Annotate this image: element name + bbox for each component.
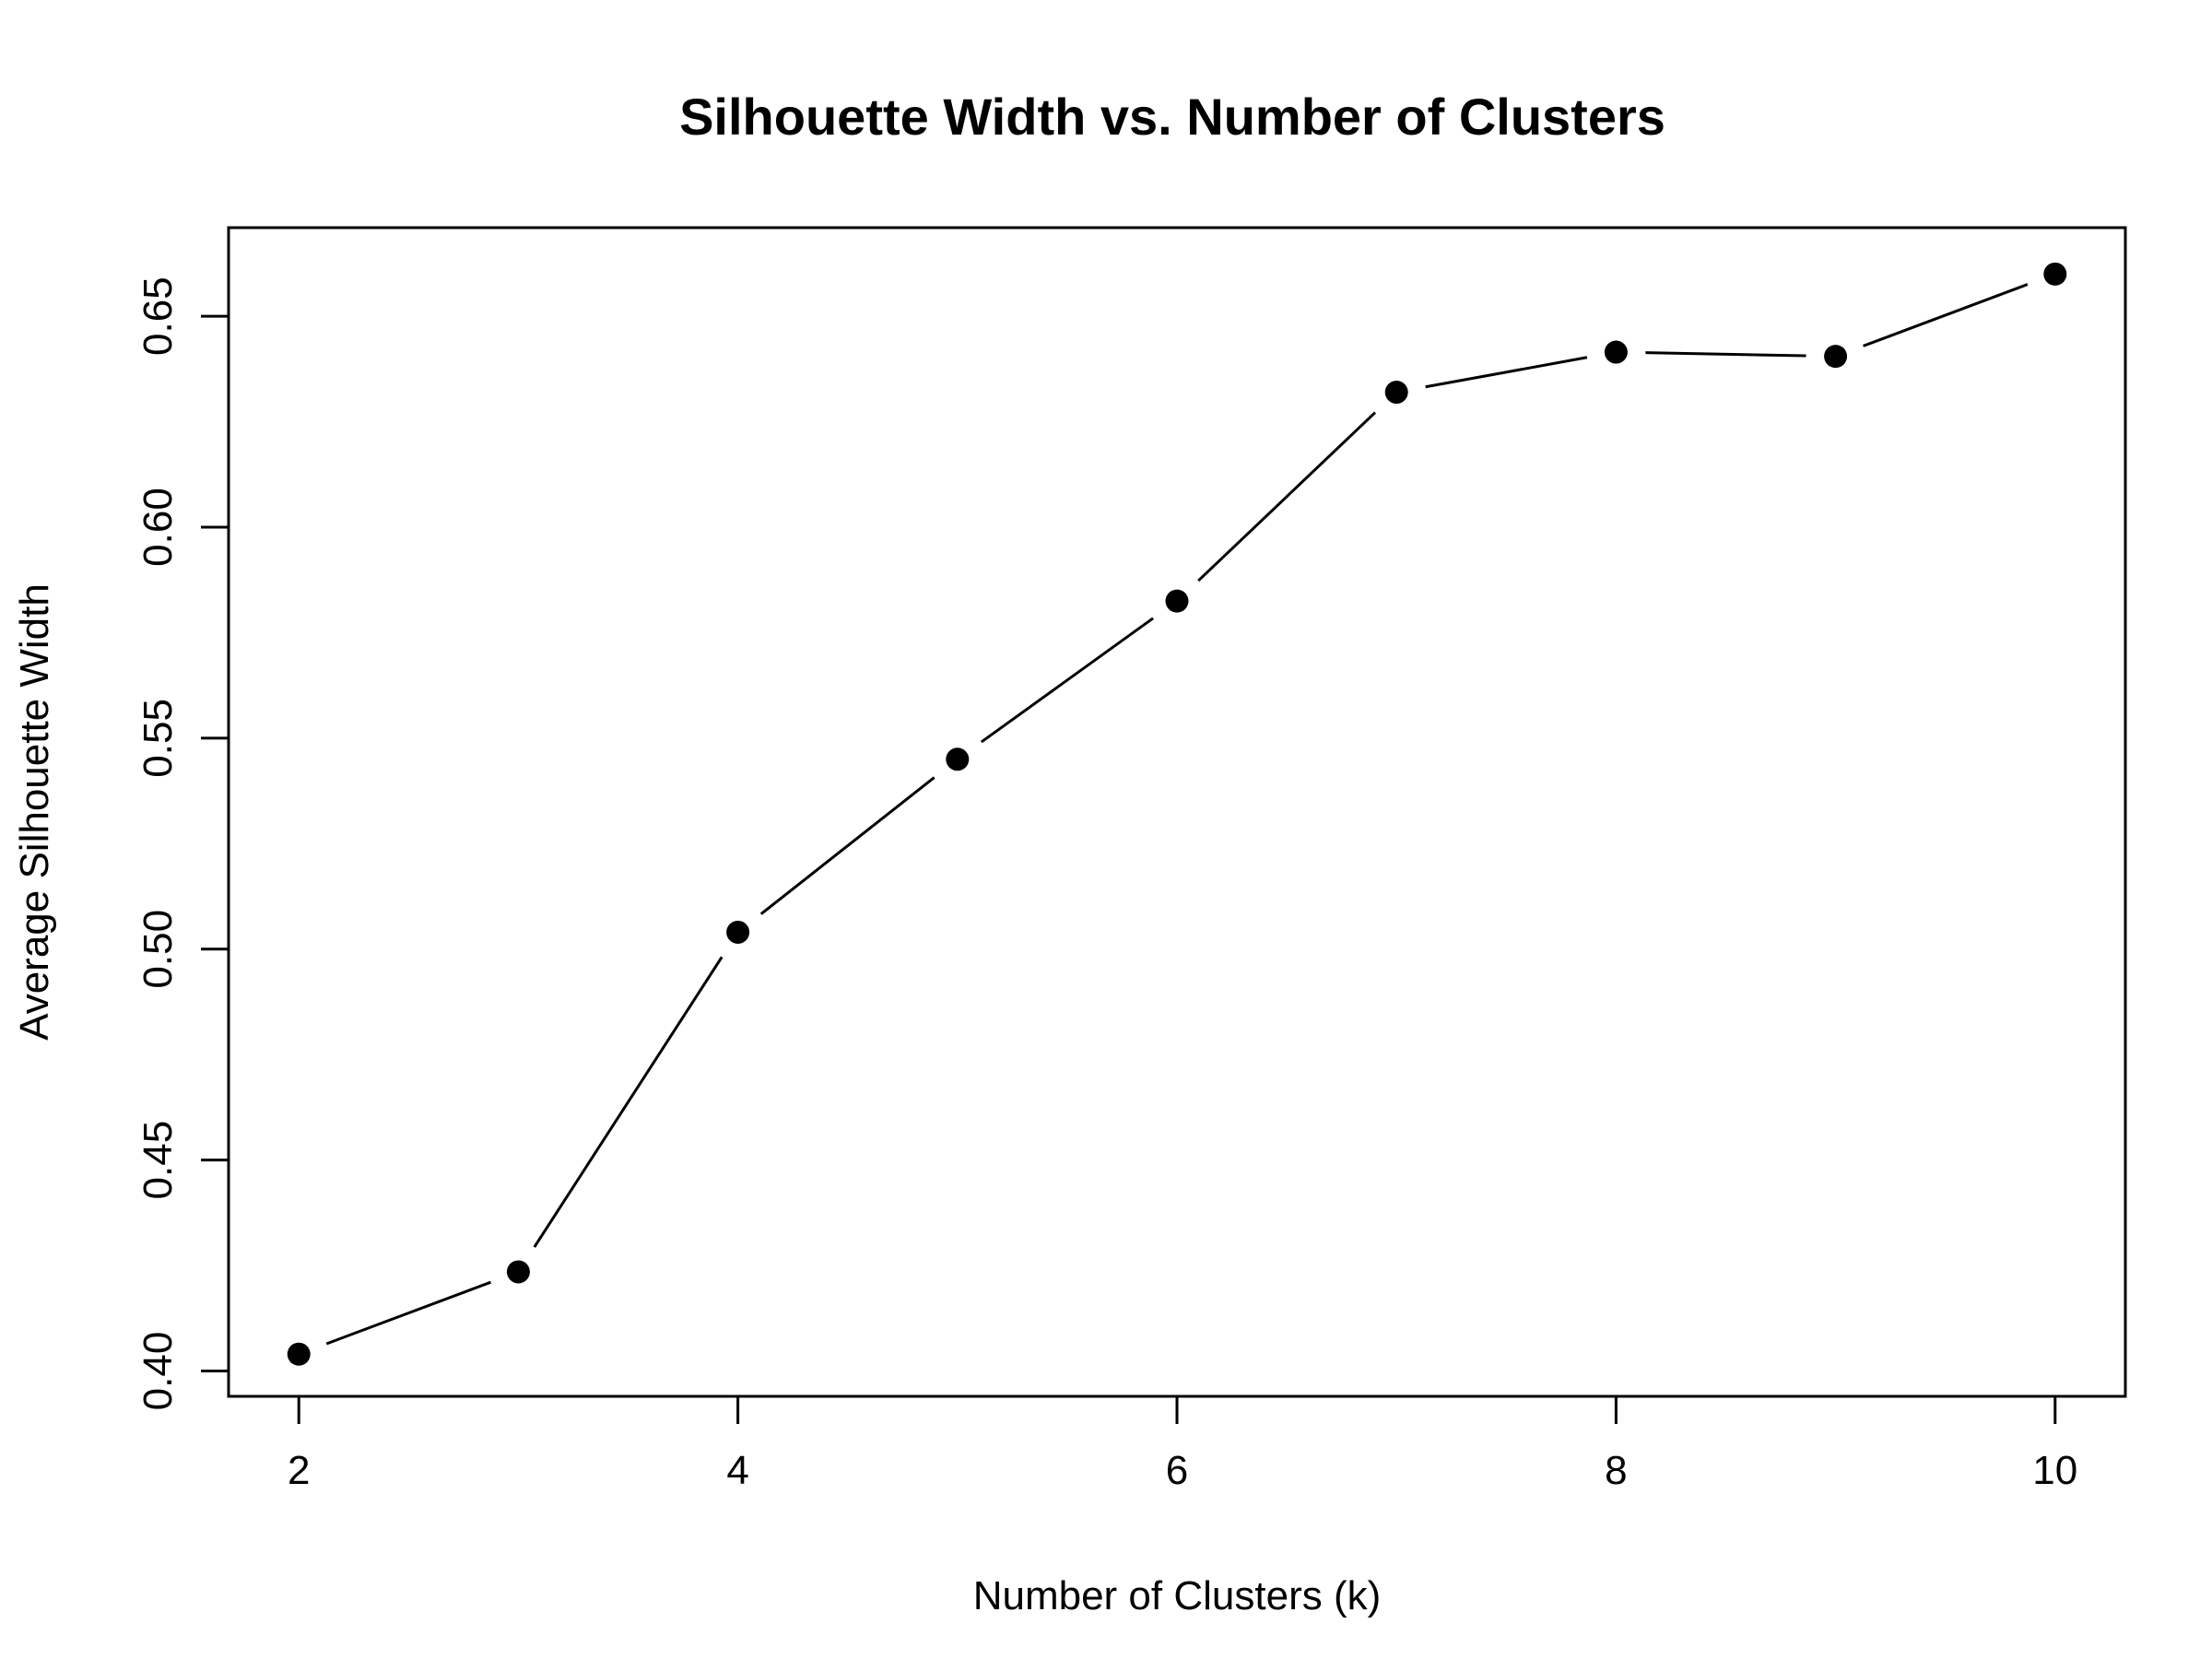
y-tick-label-0.65: 0.65 bbox=[135, 276, 181, 356]
data-point-k2 bbox=[287, 1342, 311, 1366]
x-axis-label: Number of Clusters (k) bbox=[973, 1573, 1382, 1618]
line-segment-8-9 bbox=[1645, 351, 1806, 358]
data-point-k9 bbox=[1824, 345, 1848, 369]
x-tick-label-8: 8 bbox=[1605, 1448, 1627, 1493]
x-tick-label-6: 6 bbox=[1166, 1448, 1188, 1493]
x-tick-label-4: 4 bbox=[726, 1448, 748, 1493]
plot-frame bbox=[227, 226, 2127, 1398]
x-axis: 2 4 6 8 10 bbox=[288, 1396, 2077, 1493]
line-segment-6-7 bbox=[1197, 411, 1377, 582]
y-tick-label-0.40: 0.40 bbox=[135, 1332, 181, 1411]
data-point-k10 bbox=[2043, 262, 2067, 286]
line-segment-7-8 bbox=[1425, 356, 1588, 389]
line-segment-9-10 bbox=[1863, 283, 2029, 347]
y-tick-label-0.45: 0.45 bbox=[135, 1121, 181, 1200]
y-tick-label-0.50: 0.50 bbox=[135, 910, 181, 989]
data-point-k5 bbox=[946, 747, 970, 771]
data-point-k6 bbox=[1165, 589, 1189, 613]
line-segment-5-6 bbox=[980, 617, 1154, 744]
data-point-k3 bbox=[506, 1260, 530, 1284]
y-axis: 0.40 0.45 0.50 0.55 0.60 0.65 bbox=[135, 276, 229, 1410]
y-axis-label: Average Silhouette Width bbox=[12, 583, 57, 1041]
chart-title: Silhouette Width vs. Number of Clusters bbox=[679, 88, 1665, 146]
y-tick-label-0.55: 0.55 bbox=[135, 699, 181, 778]
line-segment-3-4 bbox=[533, 956, 724, 1248]
data-point-k8 bbox=[1604, 340, 1628, 364]
x-tick-label-10: 10 bbox=[2032, 1448, 2077, 1493]
series-layer bbox=[287, 262, 2067, 1366]
line-segment-4-5 bbox=[759, 776, 935, 915]
line-segment-2-3 bbox=[325, 1280, 491, 1346]
data-point-k7 bbox=[1384, 381, 1408, 405]
x-tick-label-2: 2 bbox=[288, 1448, 310, 1493]
data-point-k4 bbox=[726, 920, 750, 944]
y-tick-label-0.60: 0.60 bbox=[135, 488, 181, 567]
